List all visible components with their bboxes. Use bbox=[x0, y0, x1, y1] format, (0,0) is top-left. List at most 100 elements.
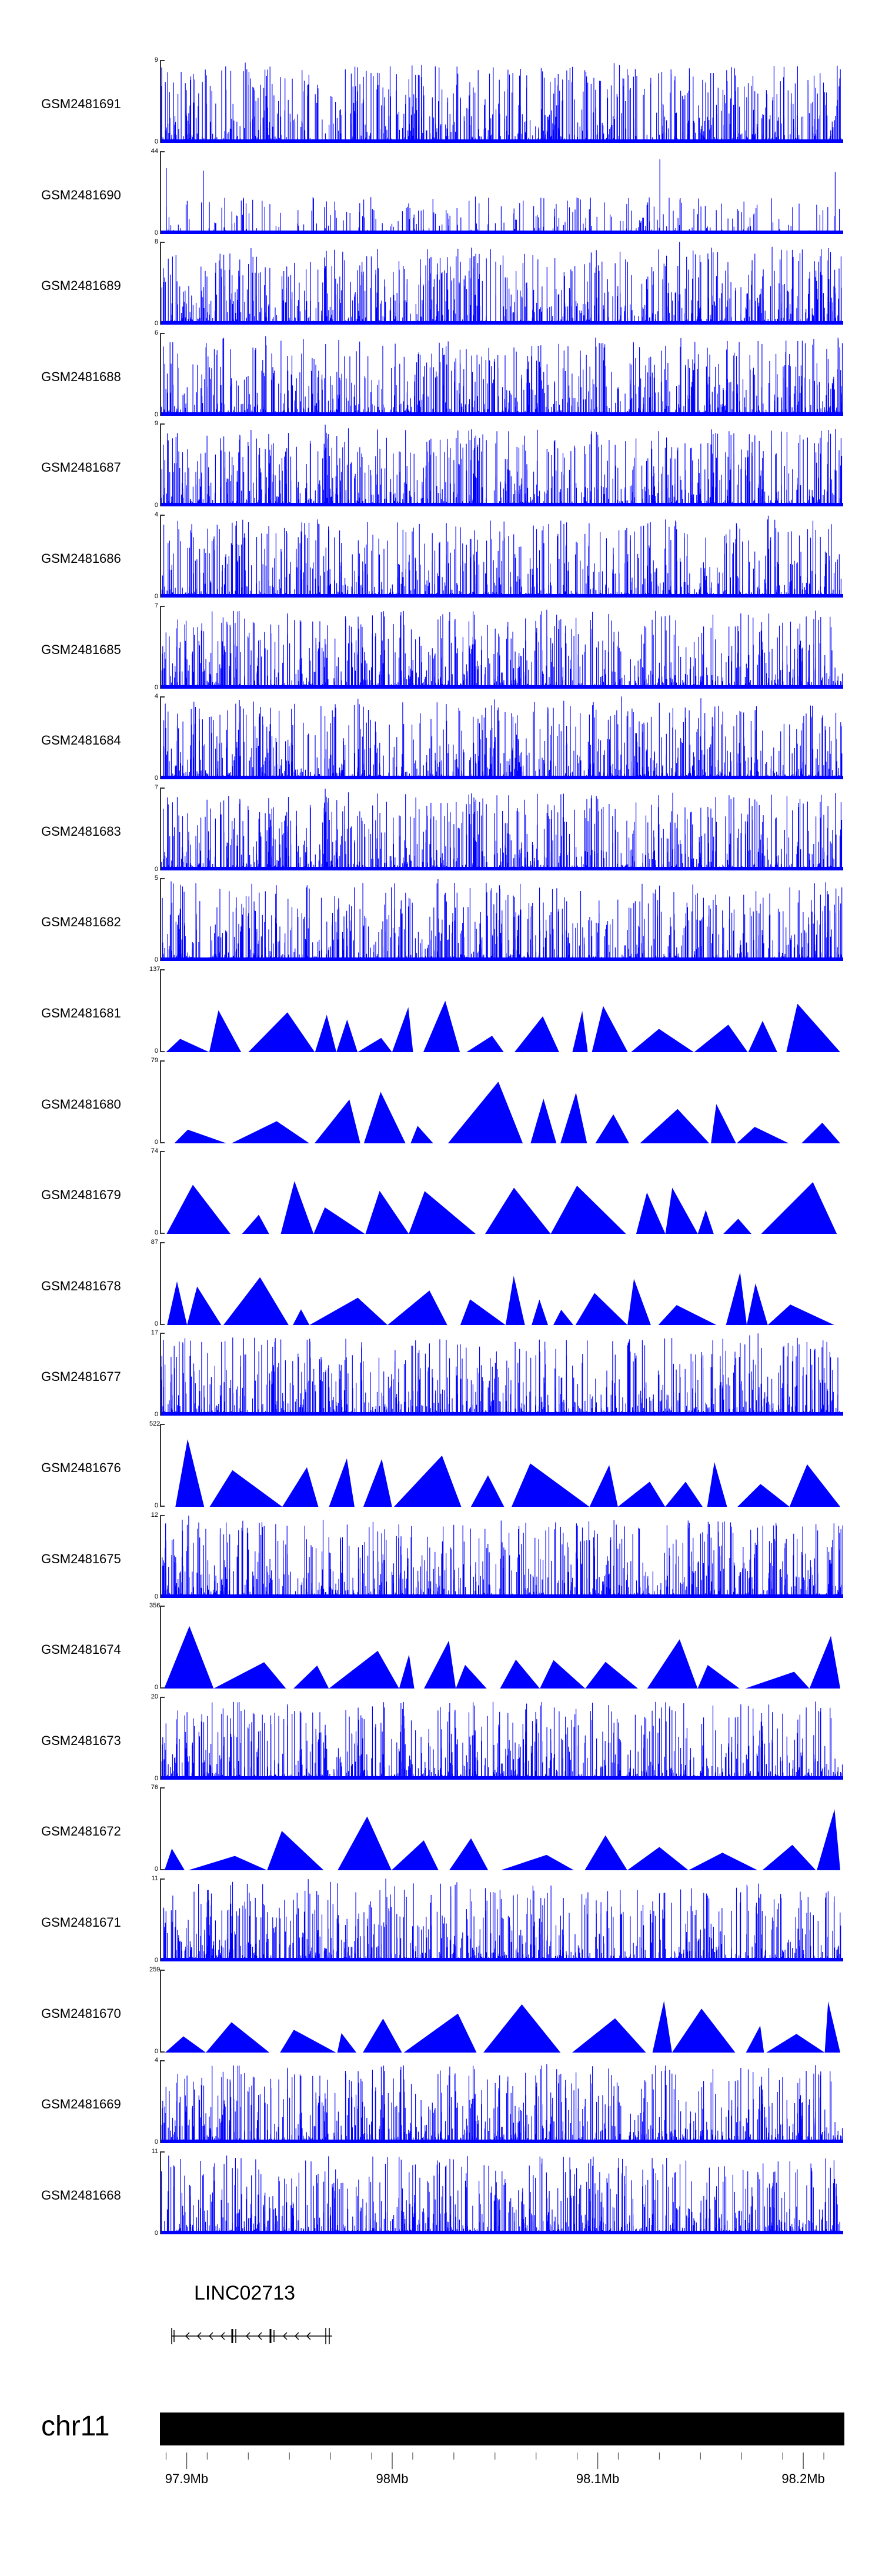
signal-peak bbox=[694, 1025, 748, 1052]
signal-peak bbox=[560, 1092, 587, 1143]
signal-peak bbox=[746, 2025, 764, 2053]
signal-peak bbox=[761, 1182, 837, 1234]
signal-peak bbox=[209, 1470, 283, 1507]
track-label: GSM2481683 bbox=[41, 823, 121, 839]
signal-plot bbox=[161, 1970, 843, 2053]
y-axis: 137 0 bbox=[149, 966, 165, 1056]
signal-peak bbox=[280, 1181, 314, 1234]
track-GSM2481670: GSM2481670 259 0 bbox=[0, 1966, 882, 2060]
signal-peak bbox=[737, 1484, 790, 1507]
signal-peak bbox=[209, 1010, 242, 1052]
y-axis-line bbox=[160, 423, 161, 507]
y-max-label: 20 bbox=[151, 1693, 158, 1700]
signal-bars bbox=[161, 609, 843, 689]
signal-bars bbox=[161, 1333, 843, 1416]
track-label: GSM2481677 bbox=[41, 1369, 121, 1384]
signal-baseline bbox=[161, 594, 843, 598]
track-label: GSM2481681 bbox=[41, 1006, 121, 1020]
signal-peak bbox=[550, 1186, 626, 1234]
signal-peak bbox=[456, 1664, 487, 1689]
y-min-label: 0 bbox=[154, 593, 158, 600]
signal-peak bbox=[640, 1109, 710, 1143]
y-axis: 74 0 bbox=[149, 1147, 165, 1238]
track-GSM2481673: GSM2481673 20 0 bbox=[0, 1693, 882, 1787]
track-GSM2481685: GSM2481685 7 0 bbox=[0, 602, 882, 696]
signal-peak bbox=[166, 1039, 209, 1052]
signal-peak bbox=[424, 1640, 456, 1689]
signal-peak bbox=[762, 1845, 816, 1871]
signal-peak bbox=[809, 1636, 840, 1689]
y-tick-max bbox=[160, 1151, 165, 1153]
y-max-label: 8 bbox=[154, 238, 158, 246]
y-axis-line bbox=[160, 1151, 161, 1234]
signal-peak bbox=[248, 1012, 315, 1052]
y-min-label: 0 bbox=[154, 683, 158, 691]
signal-peak bbox=[532, 1299, 548, 1325]
y-axis-line bbox=[160, 878, 161, 962]
signal-peak bbox=[652, 2000, 672, 2053]
y-min-label: 0 bbox=[154, 1957, 158, 1964]
y-min-label: 0 bbox=[154, 320, 158, 328]
signal-peak bbox=[500, 1660, 540, 1689]
signal-peak bbox=[505, 1276, 525, 1325]
signal-bars bbox=[161, 2155, 841, 2234]
signal-plot bbox=[161, 1606, 843, 1689]
signal-bars bbox=[161, 62, 843, 143]
signal-peak bbox=[585, 1661, 638, 1689]
signal-peak bbox=[293, 1309, 310, 1325]
signal-plot bbox=[161, 242, 843, 325]
y-axis-line bbox=[160, 1333, 161, 1416]
signal-peak bbox=[314, 1099, 360, 1143]
signal-peak bbox=[166, 1184, 230, 1234]
signal-plot bbox=[161, 969, 843, 1052]
y-min-label: 0 bbox=[154, 2229, 158, 2237]
track-label: GSM2481668 bbox=[41, 2187, 121, 2203]
y-min-label: 0 bbox=[154, 1593, 158, 1600]
signal-peak bbox=[223, 1277, 289, 1325]
y-axis-line bbox=[160, 1696, 161, 1780]
y-min-label: 0 bbox=[154, 1320, 158, 1327]
track-GSM2481684: GSM2481684 4 0 bbox=[0, 693, 882, 786]
track-label: GSM2481674 bbox=[41, 1642, 121, 1657]
signal-baseline bbox=[161, 321, 843, 325]
y-min-label: 0 bbox=[154, 229, 158, 236]
signal-peak bbox=[206, 2021, 270, 2053]
y-axis-line bbox=[160, 1514, 161, 1598]
y-min-label: 0 bbox=[154, 1229, 158, 1237]
signal-peak bbox=[572, 1010, 588, 1052]
y-tick-max bbox=[160, 2151, 165, 2153]
signal-peak bbox=[449, 1838, 489, 1871]
signal-peak bbox=[595, 1114, 629, 1143]
signal-peak bbox=[363, 2018, 402, 2053]
signal-bars bbox=[161, 515, 841, 598]
track-GSM2481688: GSM2481688 6 0 bbox=[0, 329, 882, 423]
y-tick-min bbox=[160, 1051, 165, 1052]
signal-plot bbox=[161, 1515, 843, 1598]
track-GSM2481687: GSM2481687 9 0 bbox=[0, 420, 882, 513]
genome-tick-label: 98.1Mb bbox=[576, 2471, 619, 2486]
signal-peak bbox=[282, 1467, 319, 1507]
y-tick-max bbox=[160, 1696, 165, 1698]
signal-baseline bbox=[161, 230, 843, 234]
y-axis: 356 0 bbox=[149, 1602, 165, 1693]
signal-plot bbox=[161, 606, 843, 689]
signal-peak bbox=[363, 1459, 392, 1507]
y-min-label: 0 bbox=[154, 1047, 158, 1055]
signal-peak bbox=[470, 1475, 505, 1507]
signal-bars bbox=[166, 159, 840, 234]
track-label: GSM2481686 bbox=[41, 551, 121, 566]
y-max-label: 9 bbox=[154, 56, 158, 64]
track-label: GSM2481685 bbox=[41, 642, 121, 657]
signal-plot bbox=[161, 1242, 843, 1325]
signal-peak bbox=[358, 1037, 392, 1052]
track-GSM2481676: GSM2481676 522 0 bbox=[0, 1420, 882, 1514]
y-tick-max bbox=[160, 242, 165, 243]
y-tick-max bbox=[160, 151, 165, 152]
signal-peak bbox=[188, 1856, 268, 1871]
y-max-label: 79 bbox=[151, 1056, 158, 1064]
signal-bars bbox=[161, 788, 843, 870]
signal-peak bbox=[392, 1007, 413, 1052]
track-label: GSM2481682 bbox=[41, 915, 121, 930]
signal-peak bbox=[512, 1463, 590, 1507]
gene-name-label: LINC02713 bbox=[194, 2282, 296, 2304]
